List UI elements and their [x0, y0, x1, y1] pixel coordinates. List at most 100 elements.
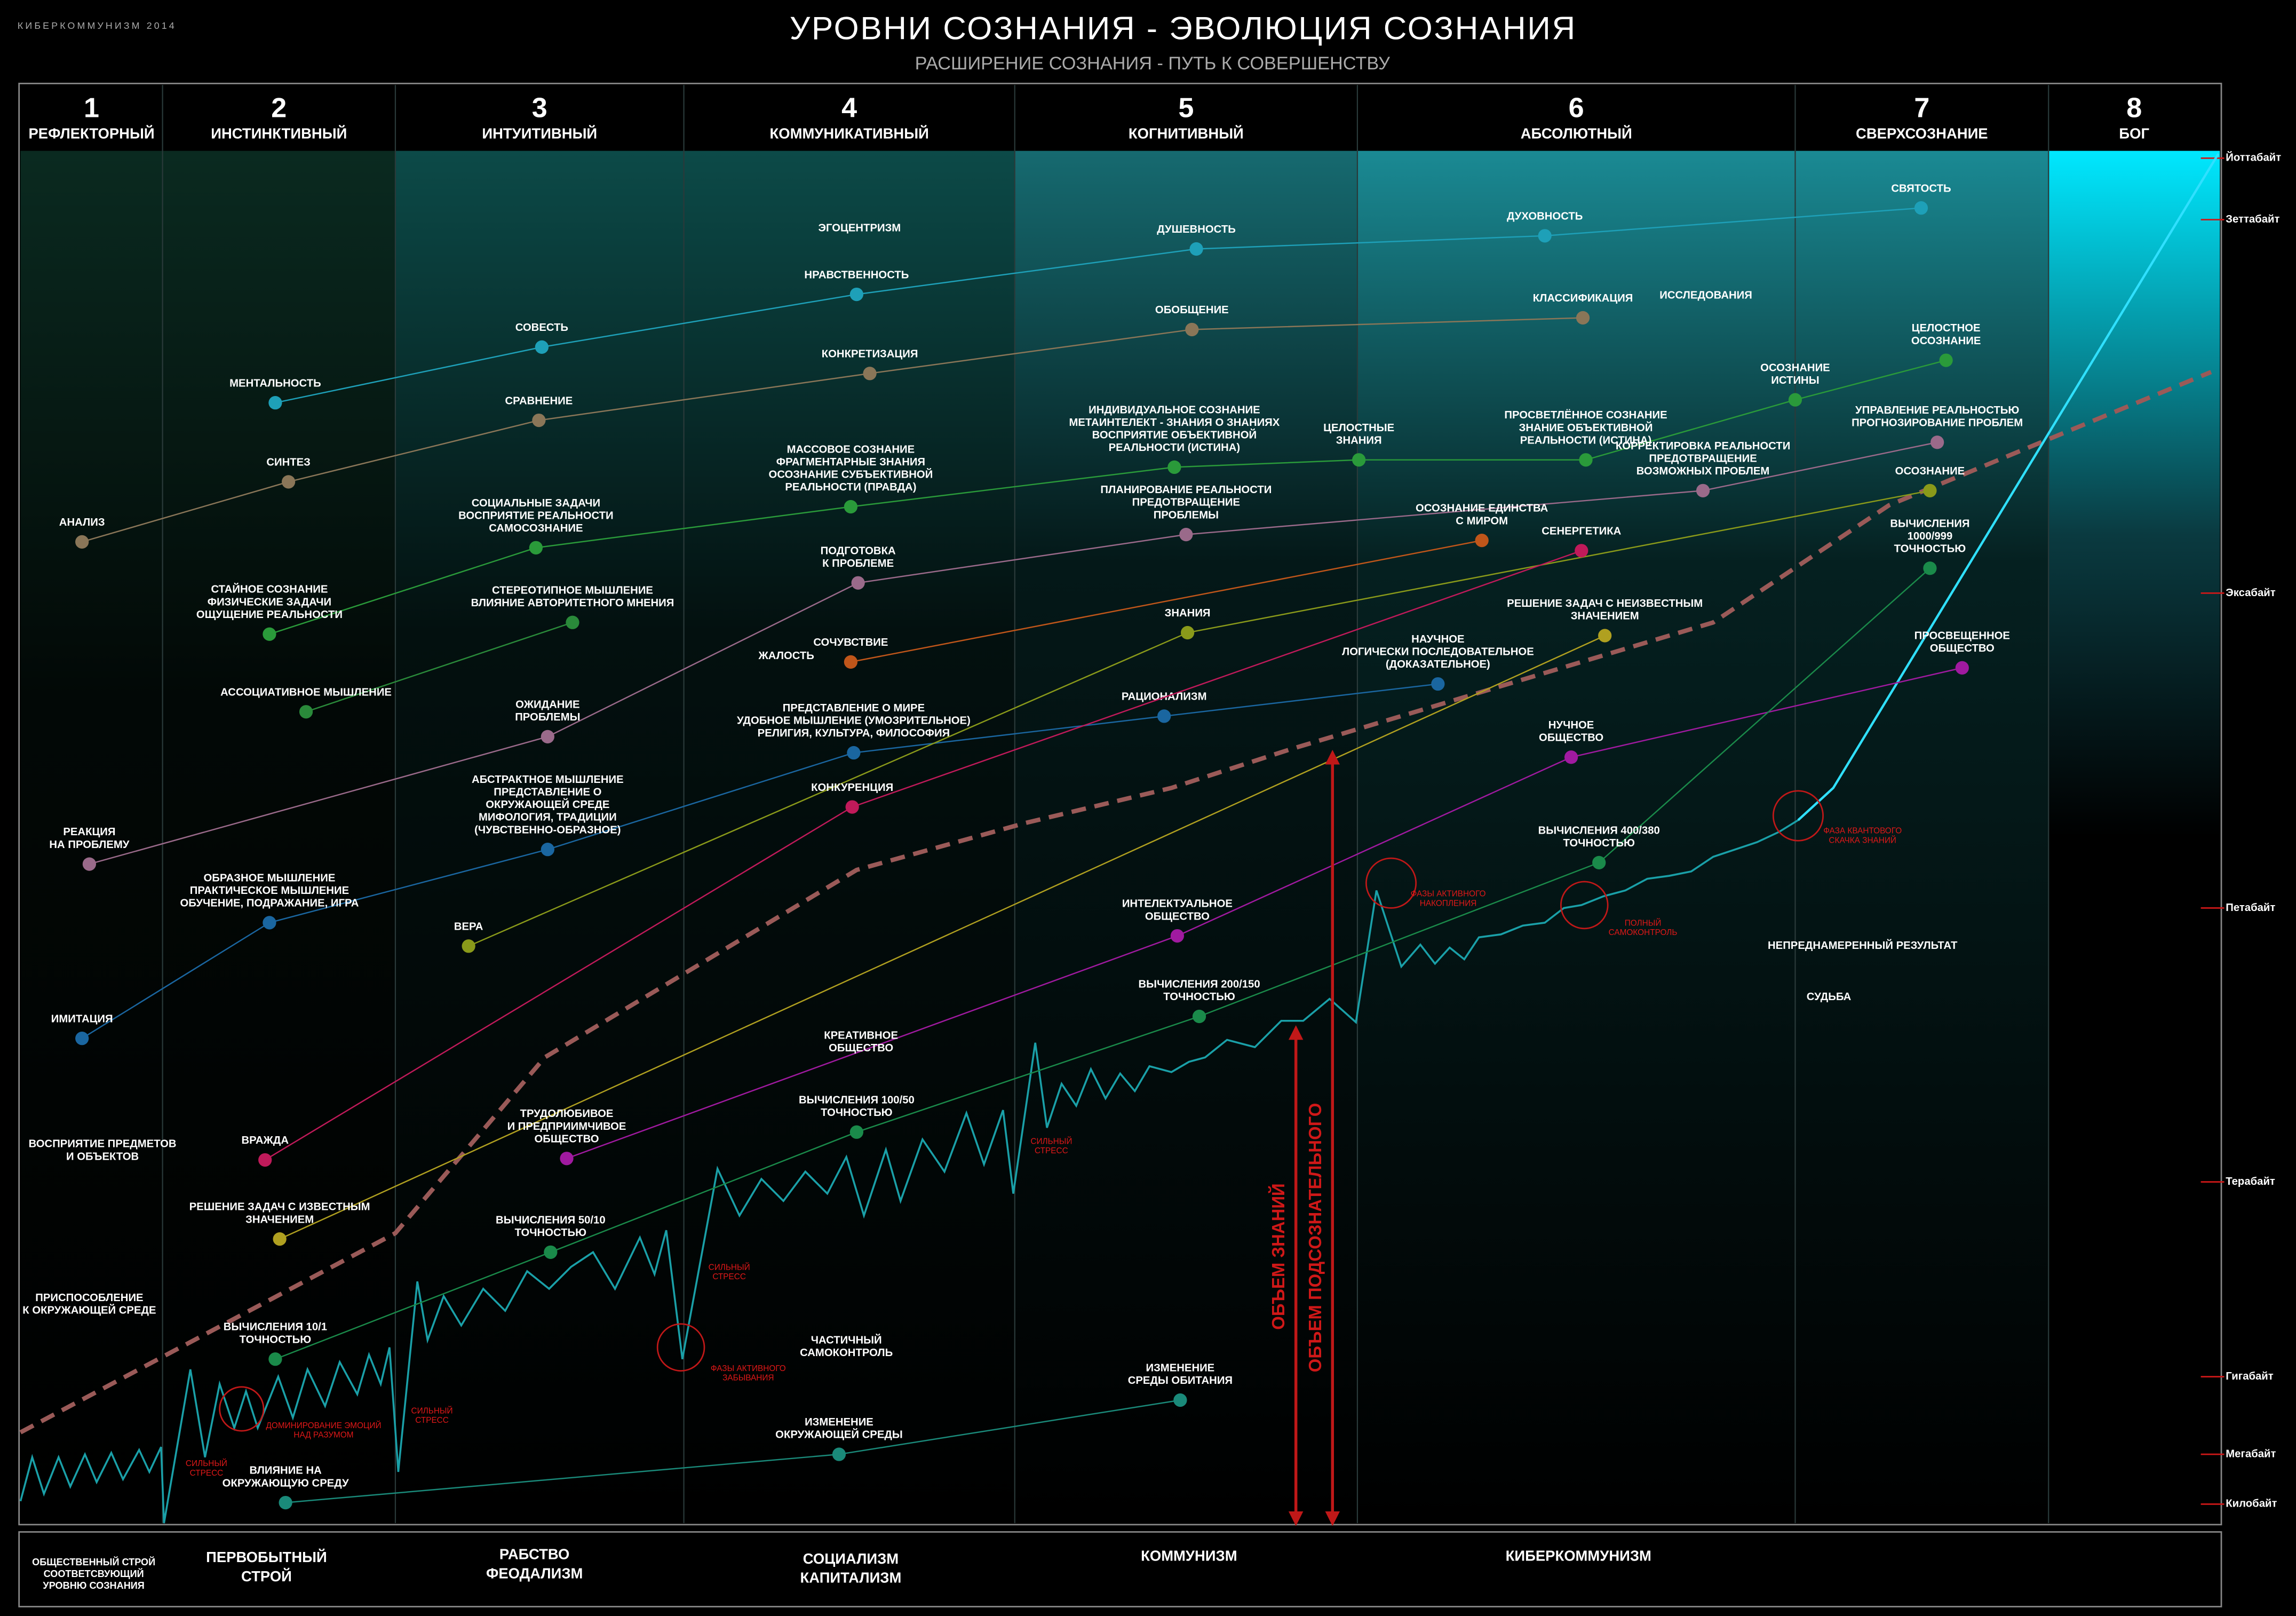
column-bg: [395, 150, 684, 1524]
chain-node: [1538, 229, 1552, 243]
chain-line: [306, 622, 573, 712]
node-label: К ПРОБЛЕМЕ: [822, 558, 894, 569]
node-label: ВРАЖДА: [241, 1135, 289, 1146]
chain-line: [566, 667, 1963, 1159]
column-bg: [2048, 150, 2220, 1524]
chain-node: [832, 1447, 846, 1461]
column-bg: [1357, 150, 1796, 1524]
chain-line: [279, 635, 1606, 1240]
chain-node: [263, 627, 276, 641]
chain-node: [299, 705, 313, 719]
node-label: САМОСОЗНАНИЕ: [489, 522, 583, 534]
chain-line: [82, 317, 1583, 543]
node-label: ВЛИЯНИЕ НА: [249, 1465, 322, 1477]
chain-line: [275, 567, 1930, 1360]
node-label: РЕАЛЬНОСТИ (ПРАВДА): [785, 481, 916, 493]
node-label: ЦЕЛОСТНОЕ: [1912, 322, 1981, 334]
node-label: МЕНТАЛЬНОСТЬ: [229, 377, 321, 389]
chain-node: [263, 916, 276, 930]
plain-label: ИССЛЕДОВАНИЯ: [1659, 290, 1752, 302]
node-label: РЕАЛЬНОСТИ (ИСТИНА): [1520, 434, 1652, 446]
annotation: СИЛЬНЫЙ: [1030, 1136, 1072, 1146]
node-label: НУЧНОЕ: [1548, 719, 1594, 731]
level-number: 1: [84, 93, 99, 124]
node-label: ВОЗМОЖНЫХ ПРОБЛЕМ: [1636, 465, 1770, 477]
node-label: СЕНЕРГЕТИКА: [1542, 526, 1621, 537]
node-label: МЕТАИНТЕЛЕКТ - ЗНАНИЯ О ЗНАНИЯХ: [1069, 417, 1280, 429]
node-label: ОСОЗНАНИЕ: [1911, 335, 1981, 347]
level-name: КОММУНИКАТИВНЫЙ: [770, 125, 929, 142]
node-label: ПРОБЛЕМЫ: [515, 711, 580, 723]
level-name: СВЕРХСОЗНАНИЕ: [1856, 125, 1988, 142]
level-number: 6: [1569, 93, 1584, 124]
node-label: КОНКУРЕНЦИЯ: [811, 782, 893, 794]
annotation: СТРЕСС: [1035, 1146, 1068, 1155]
node-label: СРАВНЕНИЕ: [505, 395, 573, 407]
chain-node: [1431, 677, 1445, 691]
node-label: ТОЧНОСТЬЮ: [1563, 837, 1635, 849]
node-label: ОБРАЗНОЕ МЫШЛЕНИЕ: [204, 872, 336, 884]
scale-label: Терабайт: [2226, 1176, 2275, 1187]
node-label: ДУШЕВНОСТЬ: [1157, 224, 1236, 235]
column-bg: [20, 150, 163, 1524]
node-label: УДОБНОЕ МЫШЛЕНИЕ (УМОЗРИТЕЛЬНОЕ): [737, 715, 971, 727]
node-label: ТОЧНОСТЬЮ: [1894, 543, 1966, 554]
node-label: ТОЧНОСТЬЮ: [821, 1107, 893, 1119]
plain-label: СУДЬБА: [1807, 991, 1852, 1003]
chain-node: [1575, 544, 1588, 558]
scale-label: Килобайт: [2226, 1498, 2277, 1510]
chain-node: [1157, 709, 1171, 723]
chain-line: [851, 540, 1482, 663]
node-label: ВЫЧИСЛЕНИЯ 400/380: [1538, 825, 1660, 836]
chain-node: [1939, 353, 1953, 367]
node-label: ОСОЗНАНИЕ: [1895, 465, 1965, 477]
node-label: ТРУДОЛЮБИВОЕ: [520, 1108, 614, 1120]
node-label: ФРАГМЕНТАРНЫЕ ЗНАНИЯ: [776, 456, 925, 468]
node-label: НА ПРОБЛЕМУ: [49, 839, 129, 851]
phase-circle: [1560, 881, 1609, 930]
column-bg: [1014, 150, 1357, 1524]
chain-line: [275, 207, 1921, 403]
node-label: РЕАКЦИЯ: [63, 826, 115, 838]
chain-node: [849, 287, 864, 302]
node-label: РЕЛИГИЯ, КУЛЬТУРА, ФИЛОСОФИЯ: [758, 727, 950, 739]
node-label: АНАЛИЗ: [59, 517, 105, 528]
era-label: КАПИТАЛИЗМ: [800, 1570, 901, 1586]
chain-node: [1352, 453, 1366, 467]
scale-label: Гигабайт: [2226, 1371, 2274, 1382]
chain-node: [1576, 311, 1590, 325]
era-label: СОЦИАЛИЗМ: [803, 1550, 899, 1567]
node-label: ПРОСВЕЩЕННОЕ: [1914, 630, 2010, 641]
node-label: ВЫЧИСЛЕНИЯ 200/150: [1138, 979, 1260, 991]
annotation: СИЛЬНЫЙ: [186, 1459, 227, 1468]
chain-node: [1185, 322, 1199, 337]
phase-circle: [656, 1323, 705, 1372]
node-label: ИНТЕЛЕКТУАЛЬНОЕ: [1122, 898, 1233, 910]
node-label: ПРОБЛЕМЫ: [1154, 509, 1219, 521]
chain-node: [1955, 661, 1969, 675]
phase-circle: [219, 1386, 265, 1432]
node-label: ОЖИДАНИЕ: [515, 699, 579, 710]
chain-node: [75, 1032, 89, 1045]
era-label: СООТВЕТСВУЮЩИЙ: [44, 1568, 144, 1579]
chain-node: [273, 1232, 287, 1246]
subtitle: РАСШИРЕНИЕ СОЗНАНИЯ - ПУТЬ К СОВЕРШЕНСТВ…: [915, 53, 1390, 74]
node-label: ОСОЗНАНИЕ ЕДИНСТВА: [1416, 503, 1548, 514]
chain-node: [845, 800, 859, 814]
chain-node: [282, 475, 296, 489]
era-label: КОММУНИЗМ: [1141, 1547, 1237, 1564]
chain-node: [560, 1152, 574, 1166]
scale-label: Зеттабайт: [2226, 213, 2279, 225]
arrow-head: [1288, 1511, 1304, 1526]
annotation: СТРЕСС: [190, 1469, 224, 1478]
node-label: ЛОГИЧЕСКИ ПОСЛЕДОВАТЕЛЬНОЕ: [1342, 646, 1534, 658]
node-label: СРЕДЫ ОБИТАНИЯ: [1128, 1375, 1233, 1387]
node-label: ЗНАНИЕ ОБЪЕКТИВНОЙ: [1519, 421, 1653, 434]
chain-node: [258, 1153, 272, 1167]
arrow-label: ОБЪЕМ ЗНАНИЙ: [1268, 1183, 1288, 1329]
chain-node: [849, 1125, 864, 1139]
level-name: РЕФЛЕКТОРНЫЙ: [28, 125, 154, 142]
node-label: РЕШЕНИЕ ЗАДАЧ С ИЗВЕСТНЫМ: [189, 1201, 370, 1213]
node-label: ОБЩЕСТВО: [534, 1133, 599, 1145]
